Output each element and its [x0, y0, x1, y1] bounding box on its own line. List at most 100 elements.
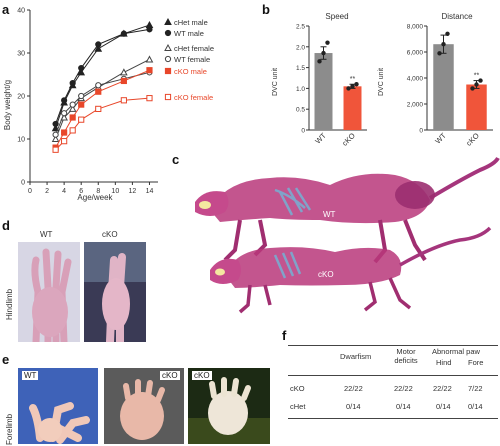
bar-data-point [470, 86, 475, 91]
wt-skeleton-image [195, 156, 500, 264]
growth-x-tick-label: 8 [96, 188, 100, 195]
growth-x-tick-label: 2 [45, 188, 49, 195]
panel-letter-d: d [2, 218, 10, 233]
growth-legend-marker [164, 17, 172, 25]
forelimb-side-label: Forelimb [5, 413, 14, 445]
growth-data-point [145, 55, 154, 63]
bar [343, 86, 362, 130]
forelimb-wt-label: WT [22, 371, 39, 380]
bar-y-tick-label: 2.5 [296, 24, 305, 31]
table-header-motor-line1: Motor [396, 347, 416, 356]
growth-x-tick-label: 14 [146, 188, 154, 195]
bar-y-tick-label: 0.5 [296, 107, 305, 114]
growth-data-point [146, 95, 153, 102]
growth-x-tick-label: 12 [129, 188, 137, 195]
table-cell: 0/14 [346, 402, 361, 411]
growth-data-point [95, 88, 102, 95]
bar-category-label: cKO [340, 131, 357, 148]
skeleton-photo: WT cKO [195, 156, 500, 314]
table-header-hind: Hind [436, 358, 452, 367]
growth-data-point [68, 104, 77, 112]
table-header-dwarfism: Dwarfism [340, 352, 372, 361]
bar-data-point [325, 40, 330, 45]
growth-data-point [146, 26, 153, 33]
growth-data-point [120, 97, 127, 104]
growth-data-point [52, 120, 59, 128]
panel-letter-e: e [2, 352, 10, 367]
growth-legend-label: WT female [174, 55, 210, 64]
growth-chart-series [51, 21, 154, 153]
growth-data-point [120, 30, 127, 37]
bar-data-point [350, 84, 355, 89]
growth-legend-label: cHet female [174, 44, 214, 53]
growth-y-tick-label: 10 [17, 137, 25, 144]
hindlimb-side-label: Hindlimb [5, 288, 14, 320]
growth-series-line [55, 97, 150, 151]
table-bottom-rule [288, 418, 498, 419]
growth-legend-marker [164, 55, 172, 63]
bar-y-tick-label: 0 [301, 128, 305, 135]
bar-data-point [474, 82, 479, 87]
growth-data-point [69, 101, 76, 108]
table-cell: 22/22 [433, 384, 452, 393]
growth-x-tick-label: 10 [111, 188, 119, 195]
hindlimb-wt-label: WT [40, 230, 53, 239]
table-row-label: cKO [290, 384, 305, 393]
growth-legend-label: WT male [174, 29, 204, 38]
growth-legend-label: cKO female [174, 93, 213, 102]
growth-data-point [61, 138, 68, 145]
bar-category-label: WT [313, 131, 328, 146]
speed-chart-content: 0 0.5 1.0 1.5 2.0 2.5 WT ** cKO [296, 24, 367, 148]
growth-legend-marker [164, 93, 172, 101]
table-cell: 0/14 [436, 402, 451, 411]
growth-x-tick-label: 0 [28, 188, 32, 195]
bar-data-point [478, 78, 483, 83]
growth-data-point [120, 77, 127, 85]
wt-skeleton-label: WT [323, 210, 336, 219]
growth-data-point [52, 131, 59, 138]
panel-letter-a: a [2, 2, 10, 17]
distance-chart-content: 0 2,000 4,000 6,000 8,000 WT ** cKO [407, 24, 493, 148]
table-cell: 22/22 [394, 384, 413, 393]
forelimb-cko-label-1: cKO [160, 371, 180, 380]
bar-data-point [437, 51, 442, 56]
distance-chart: 0 2,000 4,000 6,000 8,000 WT ** cKO Distance DV… [378, 12, 493, 148]
growth-chart-xlabel: Age/week [77, 193, 113, 202]
table-top-rule [288, 345, 498, 346]
growth-data-point [95, 105, 102, 113]
growth-data-point [61, 97, 68, 104]
bar-data-point [354, 82, 359, 87]
growth-data-point [78, 116, 85, 123]
table-header-abnormal: Abnormal paw [432, 347, 480, 356]
growth-data-point [61, 110, 68, 117]
growth-series-line [55, 69, 150, 148]
significance-label: ** [474, 73, 480, 80]
growth-legend-label: cKO male [174, 67, 207, 76]
growth-data-point [95, 82, 102, 89]
growth-data-point [78, 64, 85, 72]
table-cell: 22/22 [344, 384, 363, 393]
growth-chart-legend: cHet male WT male cHet female WT female cKO … [164, 17, 214, 102]
bar-y-tick-label: 2.0 [296, 44, 305, 51]
distance-chart-title: Distance [441, 12, 473, 21]
bar-data-point [321, 50, 326, 56]
table-cell: 0/14 [396, 402, 411, 411]
distance-chart-ylabel: DVC unit [378, 68, 385, 96]
growth-y-tick-label: 20 [17, 94, 25, 101]
bar-y-tick-label: 6,000 [407, 50, 424, 57]
growth-data-point [77, 68, 86, 76]
growth-chart-axes: 0 2 4 6 8 10 12 14 0 10 20 30 40 [17, 8, 158, 195]
growth-data-point [52, 146, 59, 153]
growth-data-point [95, 41, 102, 48]
bar-y-tick-label: 1.5 [296, 65, 305, 72]
cko-skeleton-label: cKO [318, 270, 334, 279]
speed-chart: 0 0.5 1.0 1.5 2.0 2.5 WT ** cKO Speed DVC unit [272, 12, 367, 148]
growth-data-point [51, 124, 60, 132]
bar-category-label: cKO [464, 131, 481, 148]
panel-letter-c: c [172, 152, 180, 167]
bar-y-tick-label: 2,000 [407, 102, 424, 109]
bar-y-tick-label: 4,000 [407, 76, 424, 83]
table-cell: 0/14 [468, 402, 483, 411]
bar-data-point [317, 59, 322, 64]
growth-legend-marker [164, 67, 172, 75]
